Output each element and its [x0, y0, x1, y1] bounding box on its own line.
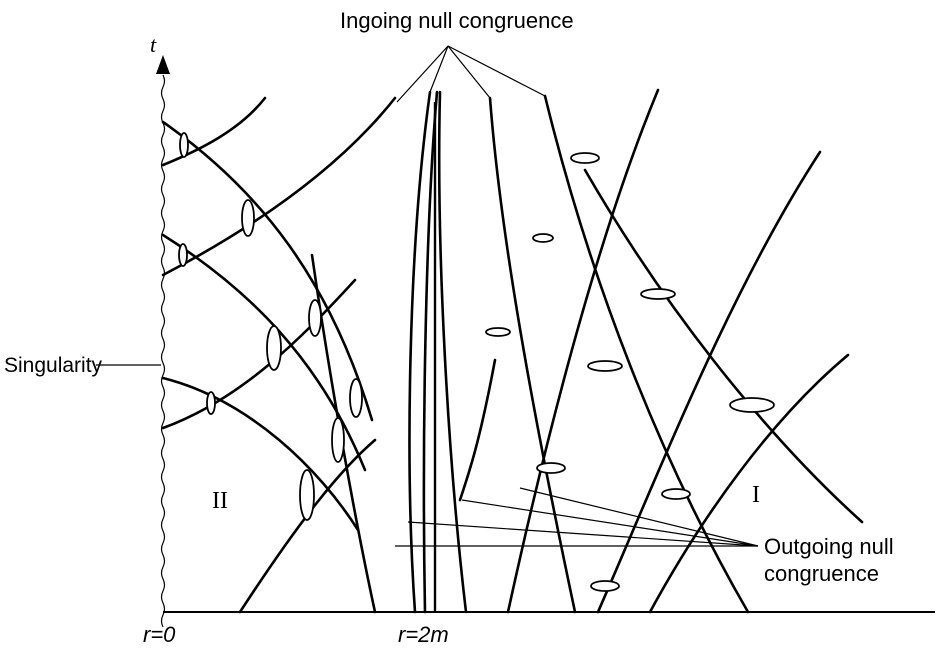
light-cone-icon	[536, 462, 566, 474]
axes	[156, 55, 935, 628]
light-cone-icon	[206, 391, 216, 415]
r-two-m-label: r=2m	[398, 622, 449, 647]
ingoing-leader	[396, 45, 449, 103]
outgoing-label-line1: Outgoing null	[764, 534, 894, 559]
ingoing-curve	[583, 168, 864, 524]
light-cone-icon	[729, 397, 775, 413]
ingoing-curve	[437, 90, 468, 614]
light-cone-icon	[640, 288, 676, 300]
ingoing-curve	[488, 96, 577, 614]
outgoing-curve	[506, 88, 660, 614]
ingoing-curve	[422, 90, 439, 614]
outgoing-curve	[458, 358, 497, 502]
light-cone-icon	[299, 469, 315, 521]
light-cone-icon	[349, 378, 363, 418]
ingoing-label: Ingoing null congruence	[340, 8, 574, 33]
singularity-axis	[160, 74, 166, 628]
light-cone-icon	[308, 299, 322, 337]
light-cones-region-I	[485, 152, 775, 592]
outgoing-curve	[161, 96, 397, 277]
outgoing-leader	[407, 521, 759, 547]
light-cone-icon	[661, 488, 691, 500]
light-cone-icon	[331, 417, 345, 463]
ingoing-leader	[447, 45, 546, 97]
outgoing-curve	[238, 438, 377, 614]
t-axis-arrow-icon	[156, 55, 170, 74]
region-one-label: I	[752, 482, 760, 508]
outgoing-leader	[461, 499, 759, 547]
outgoing-label-line2: congruence	[764, 561, 879, 586]
outgoing-curve	[648, 353, 850, 614]
ingoing-curve	[543, 94, 750, 614]
ingoing-leader	[429, 45, 449, 93]
labels: t Ingoing null congruence Singularity Ou…	[4, 8, 894, 647]
light-cone-icon	[587, 360, 623, 372]
singularity-label: Singularity	[4, 354, 103, 377]
light-cone-icon	[178, 243, 188, 267]
r-zero-label: r=0	[143, 622, 176, 647]
region-two-label: II	[212, 488, 228, 514]
outgoing-curve	[596, 150, 822, 614]
ingoing-leader	[447, 45, 491, 99]
light-cone-icon	[590, 580, 620, 592]
ingoing-curve	[408, 90, 432, 614]
ingoing-curve	[161, 120, 374, 422]
ingoing-curve	[161, 376, 360, 532]
ingoing-null-curves	[161, 90, 864, 614]
light-cone-icon	[570, 152, 600, 164]
leader-lines	[96, 45, 759, 547]
light-cone-icon	[532, 233, 554, 243]
light-cone-icon	[485, 327, 511, 337]
outgoing-leader	[519, 487, 759, 547]
light-cone-icon	[241, 199, 255, 237]
light-cone-icon	[266, 325, 282, 371]
outgoing-curve	[161, 96, 267, 167]
light-cone-icon	[179, 132, 189, 158]
light-cones-region-II	[178, 132, 363, 521]
outgoing-curve	[161, 278, 357, 430]
t-axis-label: t	[150, 32, 157, 57]
outgoing-null-curves	[161, 88, 850, 614]
